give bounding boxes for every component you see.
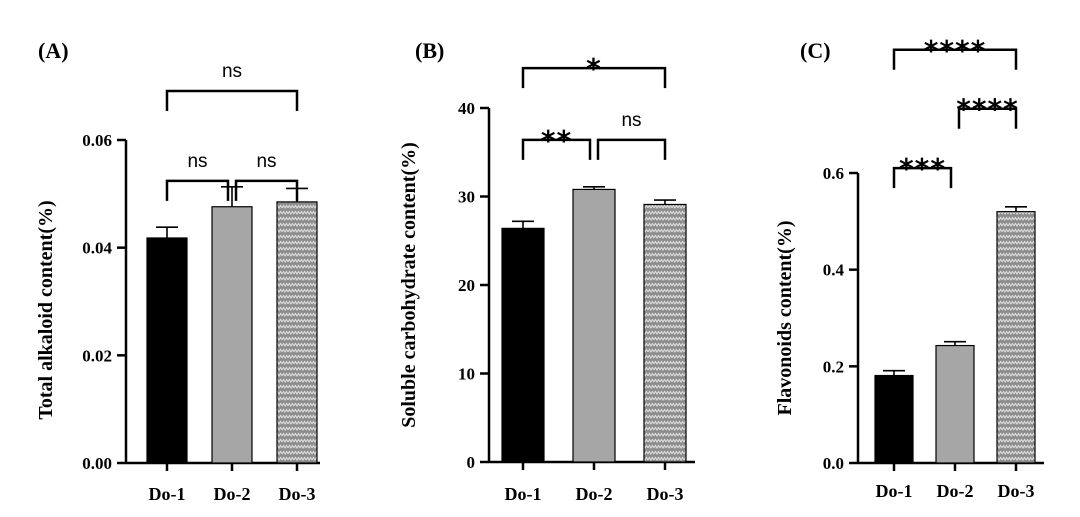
panel-c-ytick-label: 0.6 bbox=[823, 164, 844, 183]
panel-b-bar-do-3 bbox=[643, 203, 687, 463]
panel-c-y-axis: 0.0 0.2 0.4 0.6 bbox=[823, 164, 860, 473]
panel-b-category-label: Do-1 bbox=[505, 484, 542, 504]
panel-a-category-label: Do-3 bbox=[279, 484, 316, 504]
panel-c-significance-bracket: **** bbox=[956, 93, 1019, 129]
panel-c-label: (C) bbox=[800, 38, 831, 63]
panel-b-ytick-label: 40 bbox=[458, 99, 475, 118]
panel-a-y-axis: 0.00 0.02 0.04 0.06 bbox=[82, 131, 128, 473]
panel-b-label: (B) bbox=[415, 38, 444, 63]
panel-a-ylabel: Total alkaloid content(%) bbox=[35, 200, 57, 419]
panel-b-error-bar bbox=[654, 199, 676, 205]
panel-a: (A) Total alkaloid content(%) 0.000.020.… bbox=[35, 38, 320, 504]
panel-b-error-bar bbox=[512, 220, 534, 229]
panel-c-error-bar bbox=[1005, 206, 1027, 212]
panel-b-ytick-label: 0 bbox=[467, 453, 476, 472]
panel-c-ytick-label: 0.0 bbox=[823, 454, 844, 473]
panel-b-significance-label: ** bbox=[541, 124, 572, 157]
panel-c: (C) Flavonoids content(%) 0.0 0.2 0.4 0.6 *… bbox=[774, 34, 1044, 501]
panel-b-ytick-label: 10 bbox=[458, 365, 475, 384]
panel-b-significance-bracket: * bbox=[521, 52, 667, 89]
panel-a-category-label: Do-1 bbox=[149, 484, 186, 504]
panel-a-significance-bracket: ns bbox=[234, 151, 299, 201]
panel-c-significance-bracket: **** bbox=[892, 34, 1018, 70]
panel-c-ytick-label: 0.4 bbox=[823, 261, 845, 280]
panel-a-category-label: Do-2 bbox=[214, 484, 251, 504]
panel-b-category-label: Do-2 bbox=[576, 484, 613, 504]
panel-b-significance-label: * bbox=[586, 52, 602, 85]
panel-b-ylabel: Soluble carbohydrate content(%) bbox=[398, 142, 420, 428]
panel-a-bar-do-3 bbox=[276, 201, 318, 464]
panel-a-error-bar bbox=[156, 226, 178, 238]
panel-b-significance-label: ns bbox=[621, 110, 641, 131]
panel-b-bar-do-2 bbox=[572, 188, 616, 463]
panel-b-ytick-label: 30 bbox=[458, 188, 475, 207]
panel-a-bar-do-2 bbox=[211, 206, 253, 464]
panel-a-ytick-label: 0.04 bbox=[82, 239, 112, 258]
panel-a-ytick-label: 0.06 bbox=[82, 131, 112, 150]
panel-c-significance-label: **** bbox=[956, 93, 1019, 126]
panel-a-significance-bracket: ns bbox=[165, 61, 299, 112]
panel-a-significance-bracket: ns bbox=[165, 151, 230, 201]
panel-a-significance-label: ns bbox=[256, 151, 276, 172]
panel-c-significance-label: *** bbox=[899, 152, 946, 185]
panel-c-category-label: Do-1 bbox=[876, 481, 913, 501]
panel-a-error-bar bbox=[221, 186, 243, 207]
panel-b-ytick-label: 20 bbox=[458, 276, 475, 295]
panel-a-significance-label: ns bbox=[222, 61, 242, 82]
panel-c-bar-do-1 bbox=[874, 374, 914, 464]
panel-a-bar-do-1 bbox=[146, 237, 188, 464]
panel-c-category-label: Do-2 bbox=[937, 481, 974, 501]
panel-b-y-axis: 0 10 20 30 40 bbox=[458, 99, 491, 472]
panel-b-bar-do-1 bbox=[501, 227, 545, 463]
panel-b: (B) Soluble carbohydrate content(%) 0 10 2… bbox=[398, 38, 695, 504]
panel-a-label: (A) bbox=[38, 38, 69, 63]
panel-b-significance-bracket: ** bbox=[521, 124, 592, 160]
panel-b-significance-bracket: ns bbox=[596, 110, 667, 160]
panel-c-error-bar bbox=[883, 369, 905, 376]
panel-c-category-label: Do-3 bbox=[998, 481, 1035, 501]
panel-c-ytick-label: 0.2 bbox=[823, 357, 844, 376]
panel-a-significance-label: ns bbox=[187, 151, 207, 172]
panel-a-ytick-label: 0.00 bbox=[82, 454, 112, 473]
panel-c-significance-label: **** bbox=[924, 34, 987, 67]
panel-c-bar-do-3 bbox=[996, 211, 1036, 464]
panel-c-error-bar bbox=[944, 340, 966, 346]
panel-c-bar-do-2 bbox=[935, 344, 975, 464]
panel-b-category-label: Do-3 bbox=[647, 484, 684, 504]
panel-c-ylabel: Flavonoids content(%) bbox=[774, 221, 796, 416]
panel-a-ytick-label: 0.02 bbox=[82, 346, 112, 365]
panel-c-significance-bracket: *** bbox=[892, 152, 953, 189]
